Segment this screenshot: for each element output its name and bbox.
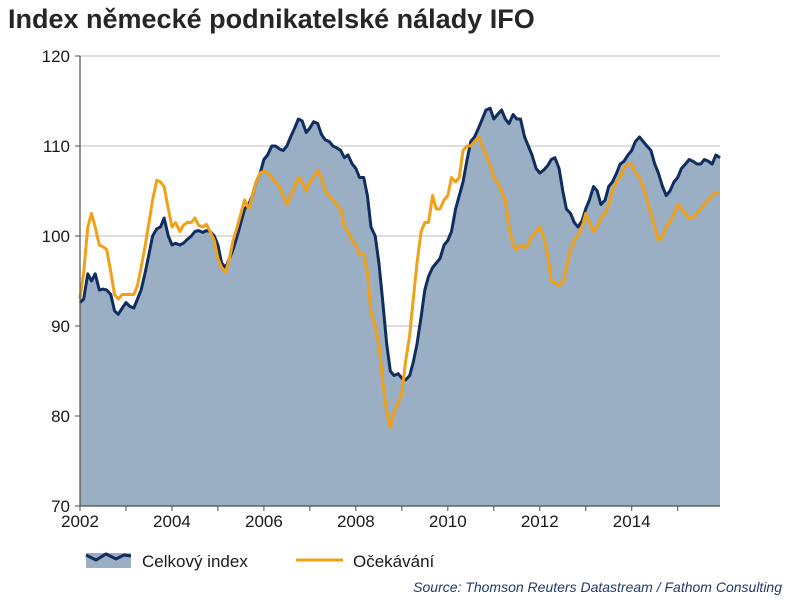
series-area-celkovy-index: [78, 106, 721, 506]
x-tick-label-2012: 2012: [521, 512, 559, 531]
legend-item-celkovy-index: Celkový index: [85, 552, 248, 571]
source-note: Source: Thomson Reuters Datastream / Fat…: [413, 579, 782, 595]
x-tick-label-2006: 2006: [245, 512, 283, 531]
x-tick-label-2002: 2002: [61, 512, 99, 531]
legend-swatch-area-line: [85, 552, 132, 562]
legend: Celkový index Očekávání: [85, 552, 435, 571]
y-tick-label-100: 100: [42, 227, 70, 246]
line-celkovy-index: [78, 106, 721, 382]
x-tick-label-2004: 2004: [153, 512, 191, 531]
x-tick-label-2010: 2010: [429, 512, 467, 531]
y-tick-label-80: 80: [51, 407, 70, 426]
y-tick-label-70: 70: [51, 497, 70, 516]
series-line-ocekavani: [78, 135, 720, 430]
area-fill-celkovy-index: [80, 108, 720, 506]
x-axis-ticks: 2002 2004 2006 2008 2010 2012 2014: [61, 506, 679, 531]
legend-label-ocekavani: Očekávání: [353, 552, 435, 571]
y-axis-ticks: 70 80 90 100 110 120: [42, 47, 80, 516]
chart-title: Index německé podnikatelské nálady IFO: [8, 4, 535, 34]
y-tick-label-90: 90: [51, 317, 70, 336]
axes: [79, 56, 720, 507]
y-tick-label-110: 110: [43, 137, 70, 156]
x-tick-label-2014: 2014: [613, 512, 651, 531]
x-tick-label-2008: 2008: [337, 512, 375, 531]
legend-item-ocekavani: Očekávání: [296, 552, 435, 571]
y-tick-label-120: 120: [42, 47, 70, 66]
line-ocekavani: [78, 135, 720, 430]
legend-label-celkovy-index: Celkový index: [142, 552, 248, 571]
